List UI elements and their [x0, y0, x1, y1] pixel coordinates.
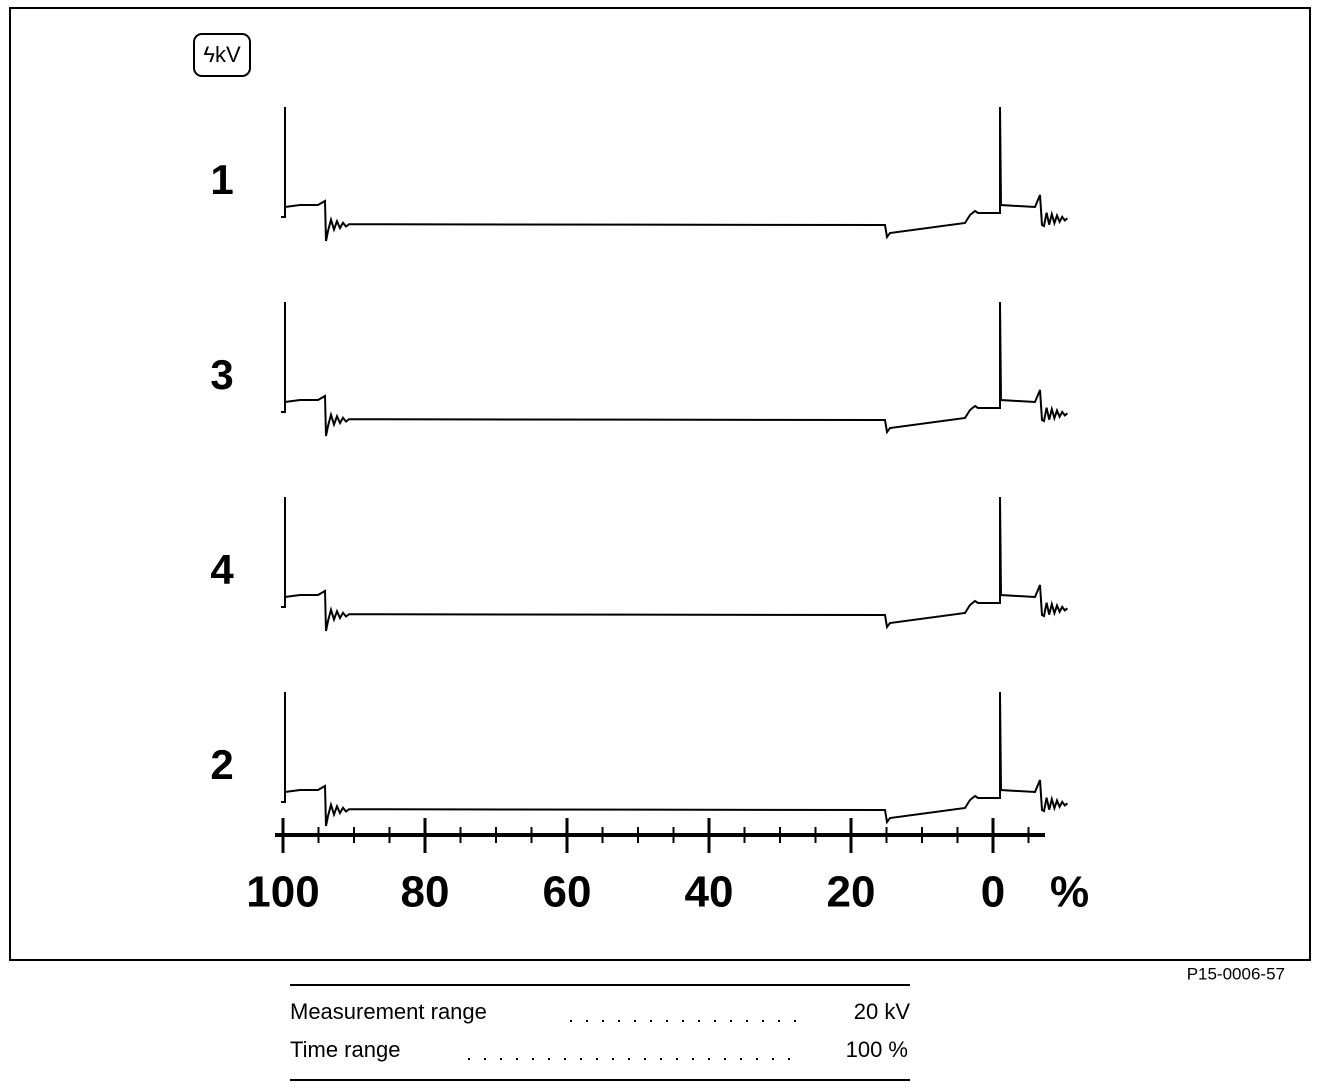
trace [281, 301, 1069, 437]
icon-label: ϟkV [203, 42, 241, 67]
icon-box [193, 33, 251, 77]
x-tick-label: 0 [981, 868, 1005, 917]
trace [281, 496, 1069, 632]
figure-id: P15-0006-57 [1187, 964, 1285, 983]
table-label: Measurement range [290, 999, 487, 1024]
trace-label: 3 [210, 351, 233, 398]
x-tick-label: 80 [401, 868, 450, 917]
table-label: Time range [290, 1037, 400, 1062]
table-value: 20 kV [854, 999, 911, 1024]
x-tick-label: 40 [685, 868, 734, 917]
x-tick-label: 60 [543, 868, 592, 917]
trace-label: 1 [210, 156, 233, 203]
trace-label: 4 [210, 546, 234, 593]
x-tick-label: 100 [246, 868, 319, 917]
axis-unit: % [1050, 868, 1089, 917]
frame [9, 7, 1311, 961]
x-tick-label: 20 [827, 868, 876, 917]
table-value: 100 % [846, 1037, 908, 1062]
trace-label: 2 [210, 741, 233, 788]
trace [281, 691, 1069, 827]
trace [281, 106, 1069, 242]
